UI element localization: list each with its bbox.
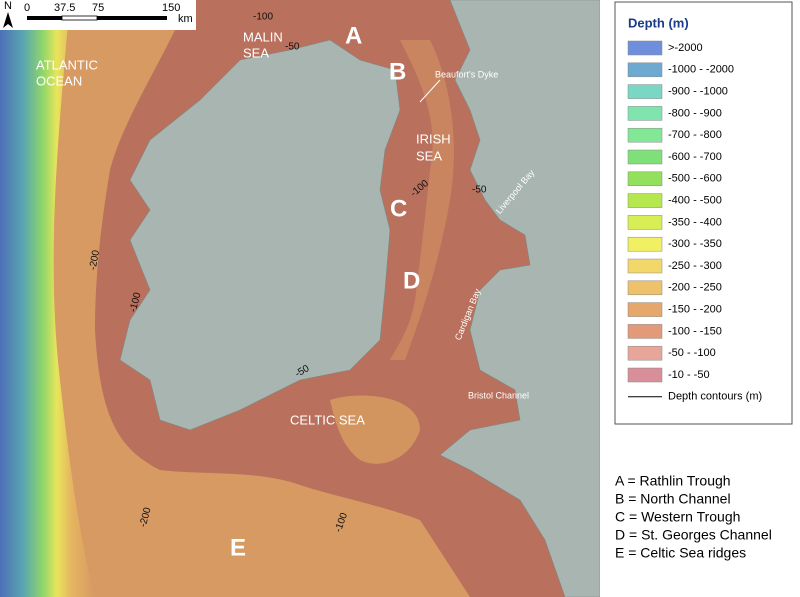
legend-label: -150 - -200 [668,304,722,316]
contour-label: -100 [128,291,144,314]
key-item: C = Western Trough [615,509,740,525]
contour-label: -50 [472,185,487,196]
legend-label: Depth contours (m) [668,391,762,403]
site-letter: B [389,58,406,85]
key-item: A = Rathlin Trough [615,473,731,489]
legend-label: -800 - -900 [668,107,722,119]
site-letter: A [345,22,362,49]
key-item: D = St. Georges Channel [615,527,772,543]
legend-swatch [627,324,663,339]
legend-swatch [627,302,663,317]
scale-bar [27,16,62,20]
site-letter: D [403,267,420,294]
sea-label: SEA [416,148,442,163]
contour-label: -200 [138,506,154,529]
legend-label: >-2000 [668,42,703,54]
legend-swatch [627,367,663,383]
legend-swatch [627,106,663,121]
legend-label: -600 - -700 [668,151,722,163]
legend-label: -350 - -400 [668,216,722,228]
legend-label: -250 - -300 [668,260,722,272]
sea-label: OCEAN [36,73,82,88]
legend-label: -200 - -250 [668,282,722,294]
legend-label: -500 - -600 [668,173,722,185]
north-label: N [4,0,12,12]
scale-label: 0 [24,2,30,14]
legend-swatch [627,236,663,252]
legend-swatch [627,171,663,187]
legend-swatch [627,40,663,56]
scale-unit: km [178,13,193,25]
deep-ocean [0,0,95,597]
scale-bar [97,16,167,20]
scale-label: 75 [92,2,104,14]
legend-label: -100 - -150 [668,325,722,337]
legend-swatch [627,84,663,99]
key: A = Rathlin Trough B = North Channel C = W… [615,473,772,561]
map: MALIN SEA ATLANTIC OCEAN IRISH SEA CELTI… [0,0,601,597]
key-item: E = Celtic Sea ridges [615,545,746,561]
site-letter: E [230,534,246,561]
sea-label: ATLANTIC [36,57,98,72]
contour-label: -200 [88,249,102,271]
legend-label: -900 - -1000 [668,86,728,98]
contour-label: -50 [285,42,300,53]
scale-label: 150 [162,2,180,14]
legend-swatch [627,62,663,78]
legend-title: Depth (m) [628,15,689,30]
scale-bar [61,15,98,21]
legend-swatch [627,280,663,296]
legend-swatch [627,193,663,208]
legend-swatch [627,127,663,143]
legend-label: -400 - -500 [668,195,722,207]
trough [390,40,454,360]
legend-label: -300 - -350 [668,238,722,250]
land-ireland [119,39,401,431]
scale-box [0,0,196,30]
sea-label: IRISH [416,131,451,146]
legend-label: -10 - -50 [668,369,710,381]
site-letter: C [390,195,407,222]
legend-label: -50 - -100 [668,347,716,359]
sea-label: SEA [243,45,269,60]
legend-label: -700 - -800 [668,129,722,141]
pointer [419,79,441,103]
feature-label: Beaufort's Dyke [435,69,498,79]
sea-label: CELTIC SEA [290,412,365,427]
scale-label: 37.5 [54,2,75,14]
legend-swatch [627,215,663,230]
ridge [330,395,420,464]
legend-label: -1000 - -2000 [668,64,734,76]
north-arrow [3,12,13,28]
legend-swatch [627,345,663,361]
key-item: B = North Channel [615,491,731,507]
legend-swatch [627,258,663,274]
legend-swatch [627,149,663,165]
contour-label: -100 [253,12,273,23]
land-britain [439,0,601,597]
feature-label: Bristol Channel [468,390,529,400]
legend: >-2000 -1000 - -2000 -900 - -1000 -800 - -9… [627,40,762,403]
sea-label: MALIN [243,29,283,44]
